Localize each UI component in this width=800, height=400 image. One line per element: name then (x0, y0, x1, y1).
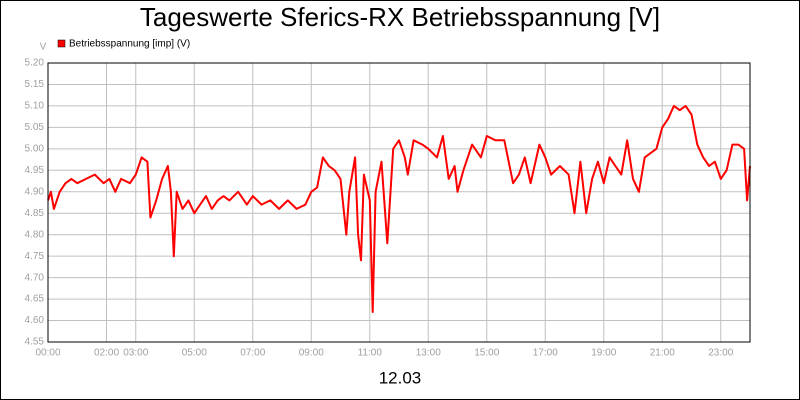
y-tick-label: 4.70 (25, 272, 45, 283)
y-tick-label: 4.85 (25, 208, 45, 219)
y-tick-label: 4.90 (25, 186, 45, 197)
x-axis-label: 12.03 (379, 368, 422, 387)
x-tick-label: 13:00 (416, 348, 441, 359)
y-tick-label: 5.20 (25, 58, 45, 69)
x-tick-label: 03:00 (123, 348, 148, 359)
y-tick-label: 4.55 (25, 337, 45, 348)
x-tick-label: 19:00 (591, 348, 616, 359)
plot-area (47, 62, 751, 343)
legend-label: Betriebsspannung [imp] (V) (69, 39, 190, 50)
x-tick-label: 00:00 (35, 348, 60, 359)
plot-border (47, 62, 751, 343)
y-tick-label: 4.95 (25, 165, 45, 176)
y-tick-label: 5.00 (25, 143, 45, 154)
data-line (47, 104, 751, 313)
x-tick-label: 15:00 (474, 348, 499, 359)
legend-swatch (57, 39, 66, 48)
chart-title: Tageswerte Sferics-RX Betriebsspannung [… (140, 2, 660, 32)
y-tick-label: 5.15 (25, 79, 45, 90)
y-tick-label: 5.10 (25, 101, 45, 112)
y-axis-label: V (40, 42, 47, 53)
y-tick-label: 4.65 (25, 294, 45, 305)
y-tick-label: 4.80 (25, 229, 45, 240)
x-tick-label: 05:00 (182, 348, 207, 359)
x-tick-label: 11:00 (358, 348, 383, 359)
x-tick-label: 09:00 (299, 348, 324, 359)
x-tick-label: 17:00 (533, 348, 558, 359)
x-tick-label: 07:00 (240, 348, 265, 359)
x-tick-label: 21:00 (650, 348, 675, 359)
y-tick-label: 4.75 (25, 251, 45, 262)
y-tick-label: 4.60 (25, 315, 45, 326)
x-tick-label: 02:00 (94, 348, 119, 359)
x-tick-label: 23:00 (708, 348, 733, 359)
y-tick-label: 5.05 (25, 122, 45, 133)
